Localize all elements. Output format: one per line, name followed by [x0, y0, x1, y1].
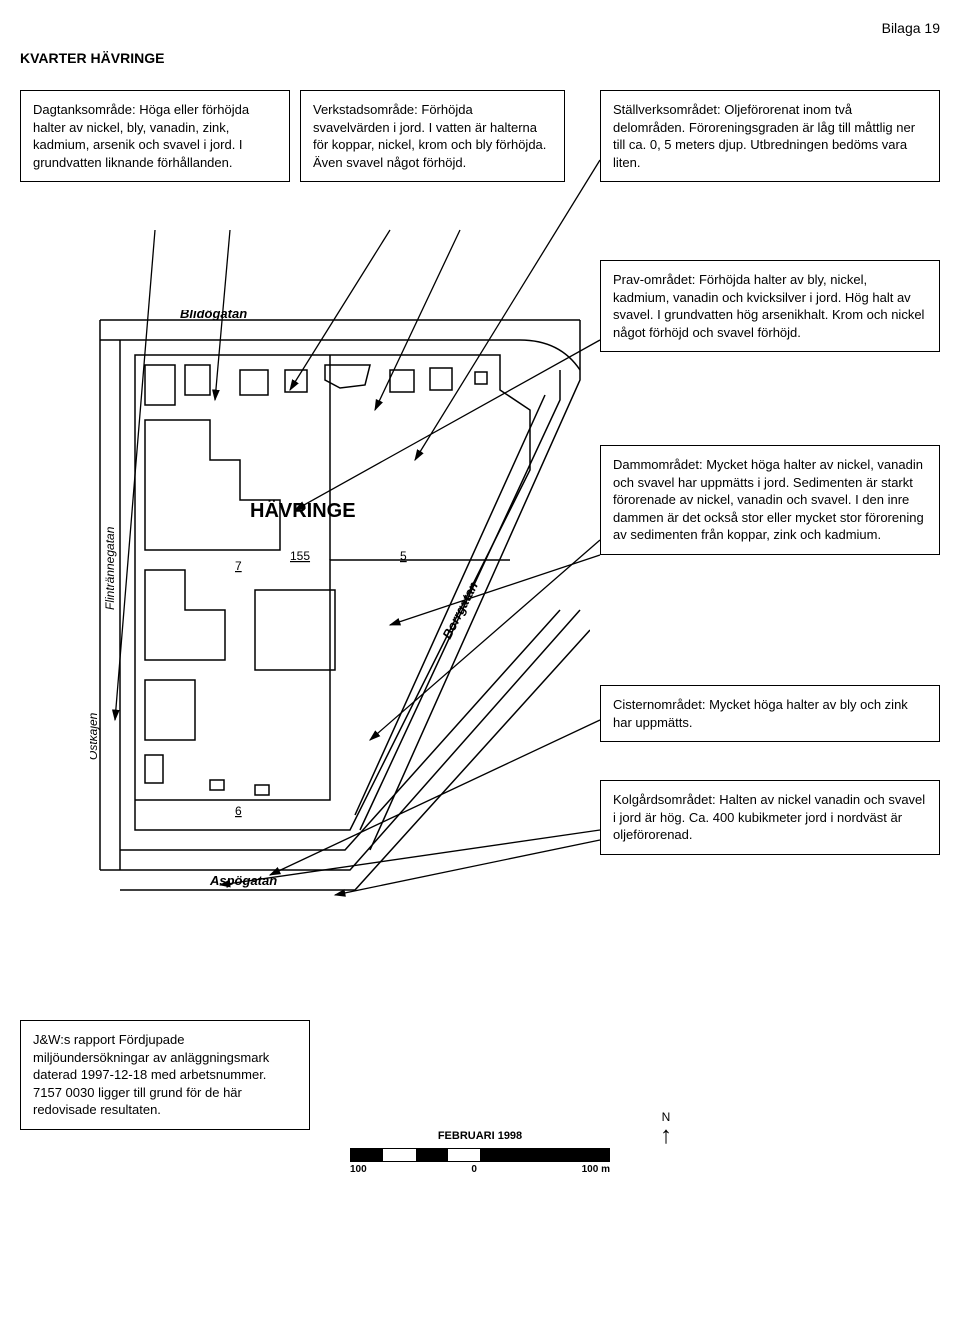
- street-aspogatan: Aspögatan: [209, 873, 277, 888]
- box-verkstad: Verkstadsområde: Förhöjda svavelvärden i…: [300, 90, 565, 182]
- street-flintrannegatan: Flintrännegatan: [103, 526, 117, 610]
- lot-6: 6: [235, 804, 242, 818]
- scale-block: FEBRUARI 1998 100 0 100 m: [350, 1130, 610, 1175]
- scale-right: 100 m: [582, 1164, 610, 1175]
- box-dagtank: Dagtanksområde: Höga eller förhöjda halt…: [20, 90, 290, 182]
- page-title: KVARTER HÄVRINGE: [20, 50, 164, 66]
- lot-7: 7: [235, 559, 242, 573]
- scale-labels: 100 0 100 m: [350, 1164, 610, 1175]
- box-damm: Dammområdet: Mycket höga halter av nicke…: [600, 445, 940, 555]
- page: Bilaga 19 KVARTER HÄVRINGE Dagtanksområd…: [20, 20, 940, 1312]
- scale-left: 100: [350, 1164, 367, 1175]
- map-date: FEBRUARI 1998: [350, 1130, 610, 1142]
- box-cistern: Cisternområdet: Mycket höga halter av bl…: [600, 685, 940, 742]
- map-svg: Blidögatan Flintrännegatan Östkajen Aspö…: [90, 310, 590, 930]
- attachment-label: Bilaga 19: [882, 20, 940, 36]
- north-indicator: N ↑: [660, 1110, 672, 1148]
- kvarter-label: HÄVRINGE: [250, 500, 356, 523]
- street-blidogatan: Blidögatan: [180, 310, 247, 321]
- street-borrgatan: Borrgatan: [439, 579, 481, 641]
- box-kolgard: Kolgårdsområdet: Halten av nickel vanadi…: [600, 780, 940, 855]
- scale-bar: [350, 1148, 610, 1162]
- street-ostkajen: Östkajen: [90, 712, 100, 760]
- box-source: J&W:s rapport Fördjupade miljöundersökni…: [20, 1020, 310, 1130]
- lot-155: 155: [290, 549, 310, 563]
- box-prav: Prav-området: Förhöjda halter av bly, ni…: [600, 260, 940, 352]
- north-arrow-icon: ↑: [660, 1124, 672, 1148]
- box-stallverk: Ställverksområdet: Oljeförorenat inom tv…: [600, 90, 940, 182]
- scale-mid: 0: [471, 1164, 477, 1175]
- map: Blidögatan Flintrännegatan Östkajen Aspö…: [90, 310, 590, 930]
- lot-5: 5: [400, 549, 407, 563]
